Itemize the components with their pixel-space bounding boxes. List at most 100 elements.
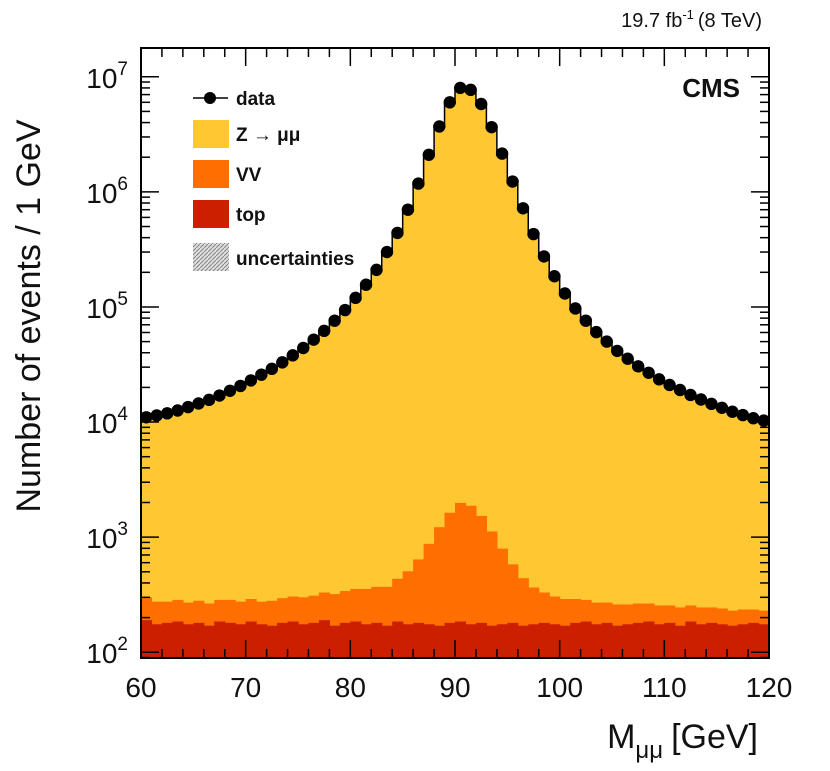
- legend-entry-uncertainties: uncertainties: [193, 243, 354, 271]
- y-tick-label-1e2: 102: [86, 634, 128, 669]
- x-tick-label-120: 120: [746, 672, 793, 703]
- bar-top-91: [465, 624, 477, 658]
- bar-top-64: [182, 624, 194, 658]
- data-point-75: [297, 341, 310, 355]
- bar-z-92: [475, 104, 487, 658]
- bar-z-104: [601, 342, 613, 658]
- bar-z-67: [214, 395, 226, 658]
- bar-z-97: [528, 235, 540, 658]
- data-point-63: [171, 404, 184, 417]
- data-point-85: [401, 203, 415, 216]
- data-point-72: [265, 362, 279, 376]
- bar-top-114: [706, 622, 718, 658]
- bar-top-98: [538, 622, 550, 658]
- bar-z-63: [172, 410, 184, 658]
- bar-z-96: [517, 209, 529, 658]
- bar-top-104: [601, 622, 613, 658]
- bar-z-102: [580, 321, 592, 658]
- bar-top-76: [308, 622, 320, 658]
- y-tick-label-1e3: 103: [86, 519, 128, 554]
- data-point-73: [276, 356, 289, 369]
- bar-z-112: [685, 395, 697, 658]
- bar-z-64: [182, 407, 194, 658]
- bar-z-116: [727, 411, 739, 658]
- bar-vv-86: [413, 559, 425, 658]
- axis-ticks: [140, 48, 770, 659]
- bar-top-109: [653, 624, 665, 658]
- data-point-67: [213, 389, 226, 402]
- bar-vv-93: [486, 531, 498, 658]
- bar-top-96: [517, 625, 529, 658]
- bar-z-105: [612, 351, 624, 658]
- bar-z-103: [591, 333, 603, 658]
- bar-z-118: [748, 418, 760, 658]
- data-point-65: [192, 397, 205, 410]
- data-point-86: [412, 177, 425, 190]
- data-point-80: [349, 291, 362, 305]
- bar-z-65: [193, 403, 205, 658]
- x-tick-label-70: 70: [230, 672, 261, 703]
- bar-z-111: [674, 390, 686, 658]
- bar-z-78: [329, 321, 341, 658]
- bar-top-75: [298, 624, 310, 658]
- legend-label-uncertainties: uncertainties: [236, 249, 354, 270]
- bar-vv-83: [381, 586, 393, 658]
- data-point-119: [757, 414, 769, 427]
- bar-top-113: [695, 624, 707, 658]
- bar-z-98: [538, 257, 550, 658]
- bar-top-70: [245, 621, 257, 658]
- data-point-96: [516, 202, 530, 215]
- y-axis-title: Number of events / 1 GeV: [10, 119, 48, 512]
- bar-vv-96: [517, 578, 529, 658]
- bar-vv-97: [528, 587, 540, 658]
- bar-vv-89: [444, 512, 456, 658]
- bar-top-100: [559, 625, 571, 658]
- bar-top-61: [151, 624, 163, 658]
- data-point-107: [631, 360, 645, 373]
- x-tick-label-80: 80: [335, 672, 366, 703]
- bar-z-110: [664, 385, 676, 658]
- bar-top-108: [643, 621, 655, 658]
- bar-top-102: [580, 621, 592, 658]
- bar-z-89: [444, 103, 456, 658]
- data-point-105: [611, 344, 624, 358]
- legend-entry-top: top: [193, 200, 266, 228]
- bar-z-76: [308, 340, 320, 658]
- bar-top-82: [371, 622, 383, 658]
- legend-swatch-uncertainties: [193, 243, 229, 271]
- data-point-104: [600, 335, 613, 348]
- data-point-84: [391, 226, 404, 240]
- legend-label-z: Z → μμ: [236, 125, 300, 146]
- data-point-114: [705, 397, 718, 411]
- data-point-68: [223, 384, 237, 397]
- bar-vv-85: [402, 571, 414, 658]
- bar-z-71: [256, 375, 268, 658]
- data-point-82: [370, 263, 383, 277]
- stacked-bars: [141, 87, 769, 658]
- y-tick-label-1e6: 106: [86, 174, 128, 209]
- legend-label-top: top: [236, 205, 266, 226]
- data-point-87: [422, 148, 436, 161]
- bar-top-97: [528, 624, 540, 658]
- data-point-92: [474, 97, 488, 111]
- bar-z-62: [161, 413, 173, 658]
- bar-top-79: [339, 622, 351, 658]
- legend-swatch-vv: [193, 160, 229, 188]
- legend-data-marker: [204, 92, 216, 104]
- data-point-111: [673, 383, 687, 397]
- bar-z-90: [455, 88, 467, 658]
- bar-z-70: [245, 380, 257, 658]
- bar-top-69: [235, 624, 247, 658]
- data-point-81: [359, 278, 373, 291]
- bar-z-99: [549, 277, 561, 658]
- legend-swatch-z: [193, 120, 229, 148]
- bar-top-116: [727, 625, 739, 658]
- bar-top-92: [475, 622, 487, 658]
- bar-z-113: [695, 400, 707, 658]
- data-point-69: [234, 379, 247, 393]
- data-point-112: [684, 388, 697, 402]
- x-tick-label-90: 90: [439, 672, 470, 703]
- bar-z-80: [350, 298, 362, 658]
- bar-top-81: [360, 624, 372, 658]
- bar-z-101: [570, 309, 582, 658]
